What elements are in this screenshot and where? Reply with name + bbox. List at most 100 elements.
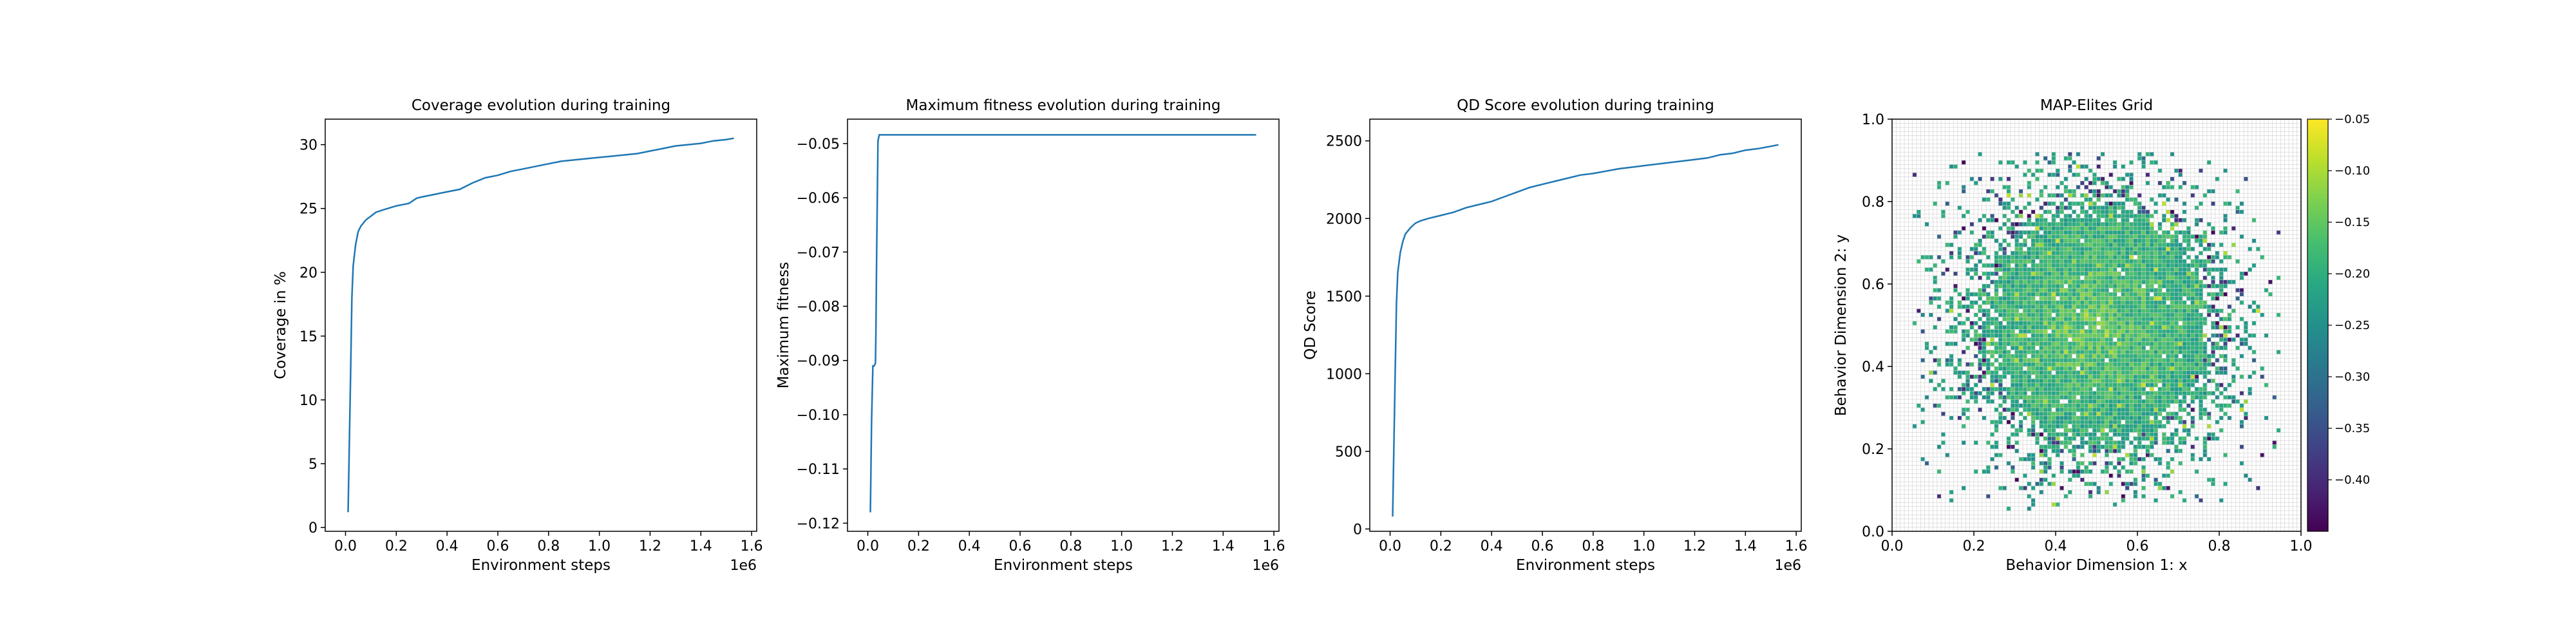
heatmap-cell [2194, 391, 2199, 396]
heatmap-cell [2150, 383, 2154, 388]
heatmap-cell [2051, 329, 2056, 334]
heatmap-cell [2006, 193, 2011, 198]
heatmap-cell [2162, 362, 2166, 367]
heatmap-cell [2023, 317, 2027, 321]
heatmap-cell [2100, 379, 2105, 383]
heatmap-cell [2199, 415, 2203, 421]
heatmap-cell [2068, 168, 2072, 173]
heatmap-cell [1978, 358, 1982, 363]
heatmap-cell [2129, 263, 2134, 268]
heatmap-cell [2108, 279, 2114, 285]
heatmap-cell [2227, 329, 2232, 334]
heatmap-cell [1969, 305, 1975, 309]
heatmap-cell [2039, 205, 2044, 211]
heatmap-cell [2105, 226, 2109, 231]
heatmap-cell [1994, 255, 1999, 260]
heatmap-cell [2072, 399, 2077, 404]
heatmap-cell [2150, 440, 2154, 445]
heatmap-cell [2157, 251, 2163, 256]
heatmap-cell [2117, 329, 2121, 334]
heatmap-cell [2060, 325, 2064, 330]
heatmap-cell [1998, 202, 2003, 206]
heatmap-cell [2068, 383, 2072, 388]
heatmap-cell [2006, 333, 2011, 338]
heatmap-cell [1937, 234, 1942, 239]
heatmap-cell [2105, 181, 2109, 185]
heatmap-cell [2112, 214, 2117, 218]
heatmap-cell [2043, 415, 2048, 421]
heatmap-cell [2072, 358, 2077, 363]
heatmap-cell [2239, 337, 2244, 342]
heatmap-cell [1969, 230, 1975, 235]
heatmap-cell [2011, 321, 2015, 326]
heatmap-cell [2018, 305, 2023, 309]
heatmap-cell [2112, 305, 2117, 309]
heatmap-cell [2248, 333, 2253, 338]
heatmap-cell [2154, 379, 2159, 383]
heatmap-cell [2182, 230, 2187, 235]
heatmap-cell [2088, 374, 2093, 379]
heatmap-cell [2063, 358, 2069, 363]
heatmap-cell [2088, 202, 2093, 206]
heatmap-cell [2174, 325, 2179, 330]
heatmap-cell [2145, 412, 2150, 417]
heatmap-cell [2088, 259, 2093, 264]
heatmap-cell [2244, 337, 2248, 342]
heatmap-cell [2027, 321, 2032, 326]
heatmap-cell [2223, 292, 2228, 297]
heatmap-cell [2125, 234, 2130, 239]
heatmap-cell [2129, 403, 2134, 408]
heatmap-cell [1912, 173, 1917, 177]
heatmap-cell [2272, 395, 2277, 400]
heatmap-cell [2088, 399, 2093, 404]
heatmap-cell [2039, 391, 2044, 396]
heatmap-cell [2174, 296, 2179, 301]
heatmap-cell [2178, 173, 2183, 177]
chart-title: QD Score evolution during training [1457, 97, 1714, 114]
heatmap-cell [2121, 226, 2126, 231]
x-tick-label: 1.6 [1785, 538, 1808, 554]
heatmap-cell [2129, 238, 2134, 243]
heatmap-cell [2063, 251, 2069, 256]
heatmap-cell [2186, 271, 2191, 276]
heatmap-cell [2035, 350, 2040, 355]
heatmap-cell [2137, 276, 2142, 280]
heatmap-cell [2080, 415, 2085, 421]
heatmap-cell [2056, 276, 2060, 280]
heatmap-cell [2121, 428, 2126, 433]
heatmap-cell [2006, 312, 2011, 317]
heatmap-cell [2154, 440, 2159, 445]
heatmap-cell [2137, 312, 2142, 317]
heatmap-cell [2076, 350, 2081, 355]
heatmap-cell [2076, 152, 2081, 156]
heatmap-cell [2063, 444, 2069, 450]
heatmap-cell [2182, 181, 2187, 185]
heatmap-cell [2006, 391, 2011, 396]
heatmap-cell [2244, 176, 2248, 182]
heatmap-cell [2072, 226, 2077, 231]
heatmap-cell [2063, 197, 2069, 202]
heatmap-cell [2035, 267, 2040, 272]
heatmap-cell [2072, 234, 2077, 239]
heatmap-cell [2112, 383, 2117, 388]
heatmap-cell [2051, 300, 2056, 305]
heatmap-cell [2080, 279, 2085, 285]
heatmap-cell [1982, 234, 1987, 239]
heatmap-cell [2100, 325, 2105, 330]
heatmap-cell [2084, 317, 2089, 321]
heatmap-cell [2129, 300, 2134, 305]
heatmap-cell [2018, 234, 2023, 239]
heatmap-cell [2092, 391, 2097, 396]
heatmap-cell [1924, 267, 1929, 272]
heatmap-cell [2133, 251, 2138, 256]
heatmap-cell [2133, 312, 2138, 317]
heatmap-cell [2011, 259, 2015, 264]
heatmap-cell [2186, 296, 2191, 301]
heatmap-cell [2157, 379, 2163, 383]
heatmap-cell [2023, 267, 2027, 272]
heatmap-cell [2157, 267, 2163, 272]
heatmap-cell [2145, 428, 2150, 433]
heatmap-cell [2112, 449, 2117, 453]
heatmap-cell [1953, 284, 1958, 289]
heatmap-cell [1998, 279, 2003, 285]
